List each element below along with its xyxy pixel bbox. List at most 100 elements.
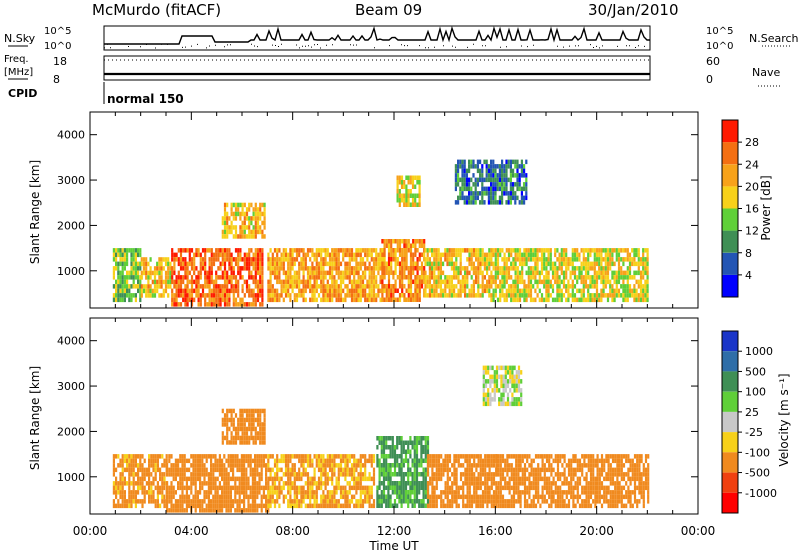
velocity-echo-cell-6 <box>520 392 523 398</box>
velocity-echo-cell-1 <box>172 490 175 495</box>
power-echo-cell-9 <box>565 275 568 280</box>
velocity-echo-cell-3 <box>313 481 316 486</box>
velocity-echo-cell-3 <box>291 499 294 504</box>
velocity-echo-cell-0 <box>154 467 157 473</box>
velocity-echo-cell-2 <box>241 408 244 414</box>
power-echo-cell-9 <box>604 257 607 262</box>
power-echo-cell-2 <box>254 257 257 262</box>
power-echo-cell-9 <box>505 270 508 276</box>
power-echo-cell-4 <box>346 261 349 267</box>
power-echo-cell-4 <box>372 257 376 262</box>
velocity-echo-cell-1 <box>229 467 232 473</box>
power-echo-cell-2 <box>256 297 260 303</box>
power-echo-cell-4 <box>278 293 281 298</box>
power-echo-cell-2 <box>184 257 187 262</box>
power-echo-cell-9 <box>514 266 517 271</box>
velocity-echo-cell-3 <box>317 458 321 464</box>
power-echo-cell-2 <box>223 261 227 267</box>
power-echo-cell-9 <box>637 293 640 298</box>
velocity-echo-cell-1 <box>243 490 246 495</box>
power-echo-cell-7 <box>444 248 447 253</box>
velocity-echo-cell-6 <box>520 379 523 384</box>
velocity-echo-cell-4 <box>409 454 412 459</box>
velocity-echo-cell-5 <box>459 494 463 500</box>
power-echo-cell-7 <box>433 293 436 298</box>
velocity-echo-cell-6 <box>504 401 507 407</box>
velocity-echo-cell-3 <box>322 499 325 504</box>
power-echo-cell-0 <box>126 284 129 289</box>
velocity-echo-cell-5 <box>479 476 482 482</box>
velocity-echo-cell-5 <box>453 494 456 500</box>
velocity-echo-cell-6 <box>500 397 503 402</box>
velocity-echo-cell-1 <box>227 458 230 464</box>
velocity-echo-cell-4 <box>389 463 392 468</box>
velocity-echo-cell-5 <box>473 481 476 486</box>
power-echo-cell-9 <box>613 248 616 253</box>
power-echo-cell-7 <box>433 279 436 285</box>
power-echo-cell-3 <box>263 220 266 226</box>
power-echo-cell-7 <box>470 252 473 258</box>
power-echo-cell-9 <box>591 284 594 289</box>
velocity-echo-cell-1 <box>238 476 241 482</box>
velocity-echo-cell-3 <box>291 467 294 473</box>
velocity-echo-cell-6 <box>495 365 499 371</box>
power-echo-cell-9 <box>606 297 610 303</box>
velocity-echo-cell-7 <box>517 463 520 468</box>
power-echo-cell-5 <box>392 248 395 253</box>
power-echo-cell-1 <box>167 284 170 289</box>
power-echo-cell-1 <box>140 288 143 294</box>
power-echo-cell-2 <box>219 252 222 258</box>
power-echo-cell-4 <box>344 248 347 253</box>
velocity-echo-cell-0 <box>132 476 135 482</box>
velocity-echo-cell-4 <box>382 490 386 495</box>
power-echo-cell-5 <box>403 257 406 262</box>
velocity-echo-cell-3 <box>361 490 365 495</box>
velocity-echo-cell-6 <box>493 370 496 375</box>
velocity-echo-cell-2 <box>232 422 235 427</box>
velocity-echo-cell-7 <box>501 494 505 500</box>
velocity-echo-cell-3 <box>282 481 285 486</box>
power-echo-cell-4 <box>366 293 369 298</box>
velocity-echo-cell-3 <box>339 472 343 477</box>
power-echo-cell-9 <box>604 266 607 271</box>
power-echo-cell-8 <box>487 186 490 192</box>
velocity-echo-cell-1 <box>201 499 204 504</box>
power-echo-cell-4 <box>331 252 334 258</box>
velocity-echo-cell-6 <box>482 370 485 375</box>
power-echo-cell-9 <box>527 275 530 280</box>
power-echo-cell-8 <box>520 164 523 169</box>
power-echo-cell-8 <box>518 173 521 178</box>
power-echo-cell-9 <box>521 266 524 271</box>
power-echo-cell-9 <box>554 252 557 258</box>
power-echo-cell-2 <box>190 266 194 271</box>
velocity-echo-cell-3 <box>284 472 288 477</box>
power-echo-cell-9 <box>534 279 537 285</box>
velocity-echo-cell-4 <box>411 499 414 504</box>
velocity-echo-cell-3 <box>322 458 325 464</box>
velocity-echo-cell-5 <box>477 503 480 509</box>
velocity-echo-cell-0 <box>159 472 162 477</box>
power-echo-cell-2 <box>188 279 191 285</box>
power-echo-cell-9 <box>505 261 508 267</box>
power-echo-cell-8 <box>516 182 519 187</box>
power-echo-cell-2 <box>173 266 176 271</box>
velocity-echo-cell-5 <box>488 458 491 464</box>
velocity-echo-cell-6 <box>520 401 523 407</box>
power-echo-cell-7 <box>435 279 438 285</box>
velocity-echo-cell-2 <box>245 413 249 418</box>
velocity-echo-cell-3 <box>326 476 329 482</box>
velocity-echo-cell-1 <box>256 508 259 513</box>
velocity-echo-cell-1 <box>192 454 195 459</box>
velocity-echo-cell-7 <box>504 463 507 468</box>
velocity-echo-cell-4 <box>409 490 412 495</box>
power-echo-cell-9 <box>639 275 643 280</box>
power-echo-cell-9 <box>631 275 634 280</box>
velocity-echo-cell-0 <box>159 485 162 491</box>
power-echo-cell-4 <box>375 248 378 253</box>
power-echo-cell-8 <box>468 191 471 196</box>
power-echo-cell-4 <box>291 266 294 271</box>
velocity-echo-cell-1 <box>229 508 232 513</box>
power-echo-cell-4 <box>331 284 334 289</box>
power-echo-cell-8 <box>485 173 488 178</box>
power-echo-cell-9 <box>602 266 605 271</box>
